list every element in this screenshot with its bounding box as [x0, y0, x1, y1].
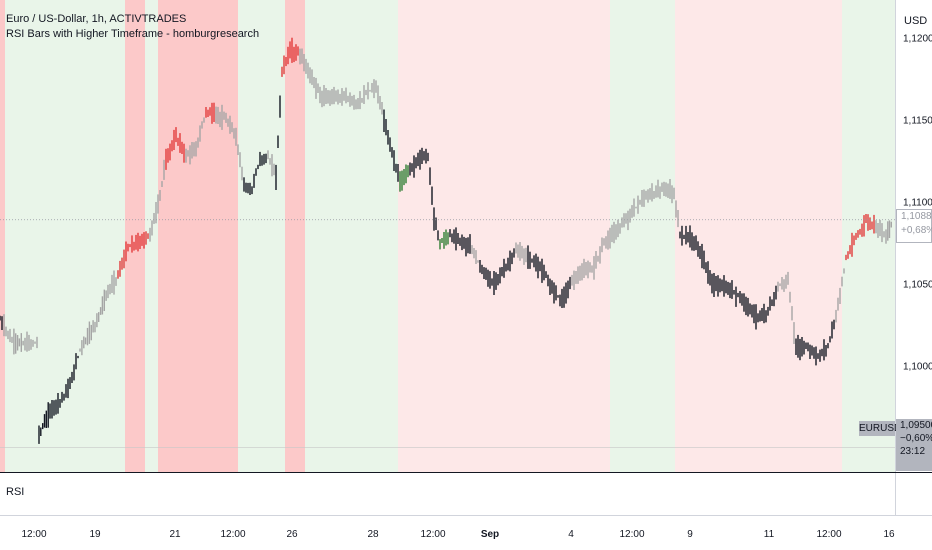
- last-price-change: +0,68%: [901, 225, 932, 236]
- quote-price: 1,09500: [900, 420, 932, 431]
- time-tick-label: 12:00: [619, 529, 644, 540]
- last-price-marker: 1,10889 +0,68%: [896, 209, 932, 243]
- countdown: 23:12: [900, 446, 926, 457]
- rsi-zone-green: [145, 0, 158, 472]
- time-tick-label: 9: [687, 529, 693, 540]
- rsi-zone-strong-red: [285, 0, 305, 472]
- price-bars: [0, 37, 895, 444]
- rsi-zone-light-red: [675, 0, 842, 472]
- rsi-zone-green: [305, 0, 398, 472]
- rsi-background-zones: [0, 0, 895, 472]
- time-tick-label: 19: [89, 529, 101, 540]
- time-tick-label: 4: [568, 529, 574, 540]
- time-tick-label: 11: [764, 529, 775, 540]
- price-tick-label: 1,11000: [903, 198, 932, 209]
- rsi-zone-green: [842, 0, 895, 472]
- chart-legend: Euro / US-Dollar, 1h, ACTIVTRADES RSI Ba…: [6, 12, 259, 42]
- time-axis-ticks: 12:00 19 21 12:00 26 28 12:00 Sep 4 12:00 9 11 12:00…: [21, 529, 895, 540]
- rsi-pane-label[interactable]: RSI: [6, 486, 25, 498]
- rsi-zone-strong-red: [158, 0, 238, 472]
- time-tick-label: 16: [883, 529, 895, 540]
- price-tick-label: 1,11500: [903, 116, 932, 127]
- rsi-zone-green: [238, 0, 285, 472]
- time-tick-label: 21: [169, 529, 181, 540]
- rsi-zone-strong-red: [125, 0, 145, 472]
- axis-lines: [0, 0, 932, 516]
- symbol-tag: EURUSD: [859, 421, 902, 436]
- symbol-title[interactable]: Euro / US-Dollar, 1h, ACTIVTRADES: [6, 13, 187, 25]
- time-tick-label: 26: [286, 529, 298, 540]
- quote-marker: 1,09500 −0,60% 23:12: [896, 419, 932, 471]
- price-axis-ticks: 1,12000 1,11500 1,11000 1,10500 1,10000 1,095…: [903, 34, 932, 455]
- time-tick-label: 12:00: [816, 529, 841, 540]
- rsi-zone-green: [610, 0, 675, 472]
- price-tick-label: 1,10500: [903, 280, 932, 291]
- rsi-zone-green: [5, 0, 125, 472]
- last-price-value: 1,10889: [901, 211, 932, 222]
- time-tick-label: 28: [367, 529, 379, 540]
- price-tick-label: 1,12000: [903, 34, 932, 45]
- rsi-zone-strong-red: [0, 0, 5, 472]
- quote-change: −0,60%: [900, 433, 932, 444]
- indicator-title[interactable]: RSI Bars with Higher Timeframe - homburg…: [6, 28, 260, 40]
- currency-label[interactable]: USD: [904, 15, 928, 27]
- time-tick-label: Sep: [481, 529, 499, 540]
- price-tick-label: 1,10000: [903, 361, 932, 372]
- time-tick-label: 12:00: [420, 529, 445, 540]
- time-tick-label: 12:00: [21, 529, 46, 540]
- time-tick-label: 12:00: [220, 529, 245, 540]
- rsi-zone-light-red: [398, 0, 610, 472]
